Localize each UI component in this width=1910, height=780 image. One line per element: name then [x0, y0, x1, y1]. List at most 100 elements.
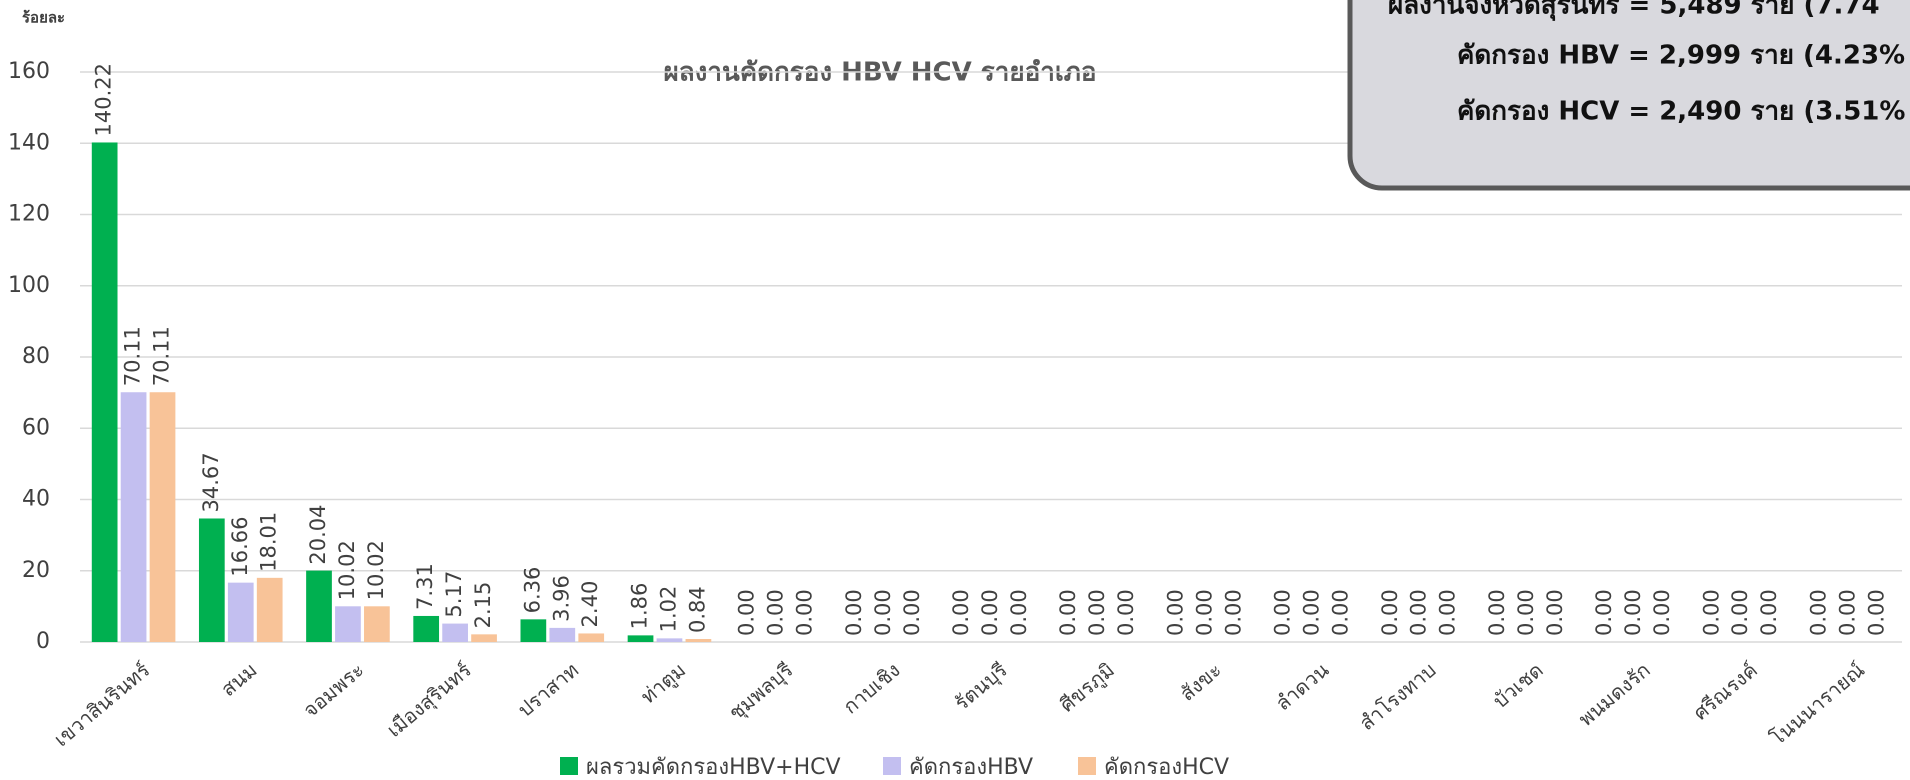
value-label: 0.00 — [978, 589, 1002, 636]
bar — [471, 634, 497, 642]
bar — [520, 619, 547, 642]
legend-label: คัดกรองHBV — [909, 755, 1033, 780]
value-label: 2.40 — [578, 581, 602, 628]
value-label: 0.00 — [1514, 589, 1538, 636]
x-tick-label: ชุมพลบุรี — [724, 657, 798, 725]
x-tick-label: สำโรงทาบ — [1355, 658, 1441, 735]
value-label: 0.00 — [1328, 589, 1352, 636]
bar — [364, 606, 390, 642]
value-label: 0.00 — [1163, 589, 1187, 636]
value-label: 0.00 — [1592, 589, 1616, 636]
bar — [91, 142, 118, 642]
value-label: 70.11 — [150, 326, 174, 386]
value-label: 34.67 — [199, 452, 223, 512]
value-label: 5.17 — [442, 571, 466, 618]
value-label: 0.00 — [764, 589, 788, 636]
value-label: 0.00 — [1699, 589, 1723, 636]
value-label: 0.00 — [1407, 589, 1431, 636]
bar — [306, 570, 332, 642]
y-tick-label: 140 — [8, 130, 50, 155]
value-label: 20.04 — [306, 504, 330, 564]
y-tick-label: 80 — [22, 344, 50, 369]
legend-label: ผลรวมคัดกรองHBV+HCV — [586, 755, 841, 780]
legend-swatch — [883, 757, 901, 775]
bar — [120, 392, 147, 642]
value-label: 0.00 — [1056, 589, 1080, 636]
y-tick-label: 20 — [22, 558, 50, 583]
info-box-frame — [1347, 0, 1910, 191]
bar — [656, 638, 683, 642]
y-tick-label: 60 — [22, 415, 50, 440]
value-label: 0.00 — [735, 589, 759, 636]
value-label: 70.11 — [121, 326, 145, 386]
bar — [578, 633, 605, 642]
value-label: 0.00 — [1650, 589, 1674, 636]
value-label: 0.00 — [1864, 589, 1888, 636]
value-label: 0.00 — [871, 589, 895, 636]
x-tick-label: บัวเชด — [1488, 658, 1547, 713]
x-tick-label: สนม — [216, 658, 261, 701]
value-label: 0.00 — [1543, 589, 1567, 636]
value-label: 0.00 — [1436, 589, 1460, 636]
info-line: ผลงานจังหวัดสุรินทร์ = 5,489 ราย (7.74 — [1388, 0, 1880, 22]
x-tick-label: เมืองสุรินทร์ — [382, 657, 477, 742]
value-label: 10.02 — [335, 540, 359, 600]
x-tick-label: จอมพระ — [298, 658, 368, 722]
bar — [335, 606, 361, 642]
bar — [198, 518, 225, 642]
value-label: 6.36 — [520, 567, 544, 614]
value-label: 0.00 — [1621, 589, 1645, 636]
x-tick-label: เขวาสินรินทร์ — [49, 657, 154, 751]
value-label: 140.22 — [92, 63, 116, 136]
value-label: 3.96 — [549, 575, 573, 622]
bar — [627, 635, 654, 642]
bar — [549, 627, 576, 642]
value-label: 0.00 — [949, 589, 973, 636]
x-tick-label: พนมดงรัก — [1574, 658, 1655, 731]
value-label: 0.00 — [1378, 589, 1402, 636]
bar — [413, 615, 440, 642]
value-label: 0.00 — [1757, 589, 1781, 636]
value-label: 7.31 — [413, 563, 437, 610]
value-label: 0.00 — [842, 589, 866, 636]
info-box: ผลงานจังหวัดสุรินทร์ = 5,489 ราย (7.74 ค… — [1347, 0, 1910, 191]
x-tick-label: ศีขรภูมิ — [1055, 658, 1120, 718]
value-label: 0.00 — [1221, 589, 1245, 636]
value-label: 0.00 — [1485, 589, 1509, 636]
value-label: 0.00 — [1192, 589, 1216, 636]
bar — [442, 623, 468, 642]
x-tick-label: ลำดวน — [1271, 657, 1334, 715]
value-label: 0.00 — [900, 589, 924, 636]
value-label: 0.00 — [1114, 589, 1138, 636]
y-tick-label: 160 — [8, 59, 50, 84]
value-label: 0.84 — [685, 586, 709, 633]
legend-item: คัดกรองHBV — [883, 755, 1033, 780]
y-tick-label: 40 — [22, 487, 50, 512]
legend-item: ผลรวมคัดกรองHBV+HCV — [560, 755, 841, 780]
bar — [685, 639, 712, 642]
info-line: คัดกรอง HBV = 2,999 ราย (4.23% — [1457, 41, 1905, 71]
y-axis-label: ร้อยละ — [22, 9, 65, 27]
y-tick-label: 100 — [8, 273, 50, 298]
bar — [149, 392, 176, 642]
x-tick-label: สังขะ — [1175, 658, 1226, 706]
x-tick-label: รัตนบุรี — [950, 657, 1013, 715]
value-label: 0.00 — [1271, 589, 1295, 636]
value-label: 0.00 — [793, 589, 817, 636]
value-label: 1.86 — [628, 583, 652, 630]
legend-label: คัดกรองHCV — [1104, 755, 1229, 780]
legend-item: คัดกรองHCV — [1078, 755, 1229, 780]
x-tick-label: ปราสาท — [513, 658, 583, 722]
value-label: 1.02 — [656, 586, 680, 633]
value-label: 16.66 — [228, 517, 252, 577]
value-label: 0.00 — [1835, 589, 1859, 636]
info-line: คัดกรอง HCV = 2,490 ราย (3.51% — [1457, 97, 1905, 127]
y-tick-label: 0 — [36, 629, 50, 654]
x-tick-label: กาบเชิง — [838, 658, 904, 719]
value-label: 18.01 — [257, 512, 281, 572]
x-tick-label: ท่าตูม — [636, 658, 691, 710]
value-label: 0.00 — [1806, 589, 1830, 636]
x-tick-label: โนนนารายณ์ — [1765, 658, 1869, 750]
value-label: 0.00 — [1085, 589, 1109, 636]
